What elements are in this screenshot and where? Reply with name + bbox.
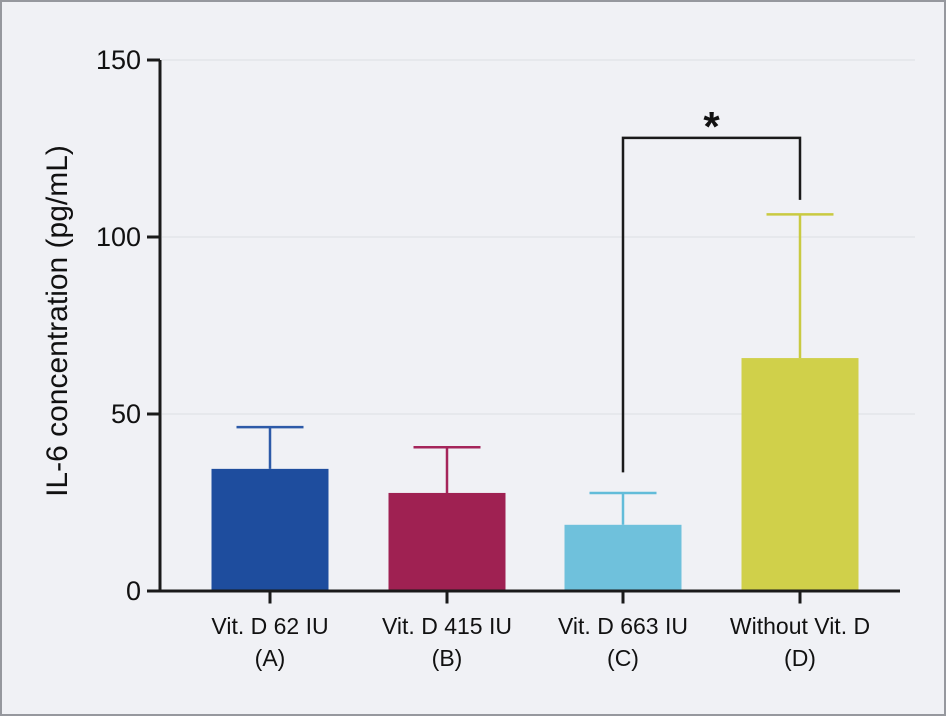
- bar-without-vit-d: [741, 358, 859, 591]
- y-tick-label: 0: [126, 576, 141, 606]
- x-category-label-vit-d-62-iu: Vit. D 62 IU: [211, 613, 328, 639]
- bar-vit-d-663-iu: [564, 524, 682, 591]
- x-category-sublabel-vit-d-663-iu: (C): [607, 645, 639, 671]
- x-category-label-vit-d-415-iu: Vit. D 415 IU: [382, 613, 512, 639]
- significance-bracket: [621, 136, 802, 473]
- bar-vit-d-415-iu: [388, 492, 506, 591]
- error-bar-vit-d-663-iu: [589, 491, 657, 525]
- y-tick-label: 50: [111, 399, 141, 429]
- error-bar-without-vit-d: [766, 213, 834, 359]
- x-category-sublabel-vit-d-62-iu: (A): [255, 645, 286, 671]
- error-bar-vit-d-62-iu: [236, 425, 304, 469]
- x-category-sublabel-vit-d-415-iu: (B): [432, 645, 463, 671]
- y-axis-title: IL-6 concentration (pg/mL): [41, 145, 74, 497]
- x-category-label-without-vit-d: Without Vit. D: [730, 613, 870, 639]
- x-category-sublabel-without-vit-d: (D): [784, 645, 816, 671]
- y-tick-label: 150: [96, 45, 141, 75]
- error-bar-vit-d-415-iu: [413, 446, 481, 493]
- bar-vit-d-62-iu: [211, 468, 329, 591]
- x-category-label-vit-d-663-iu: Vit. D 663 IU: [558, 613, 688, 639]
- significance-asterisk: *: [703, 103, 720, 150]
- y-tick-label: 100: [96, 222, 141, 252]
